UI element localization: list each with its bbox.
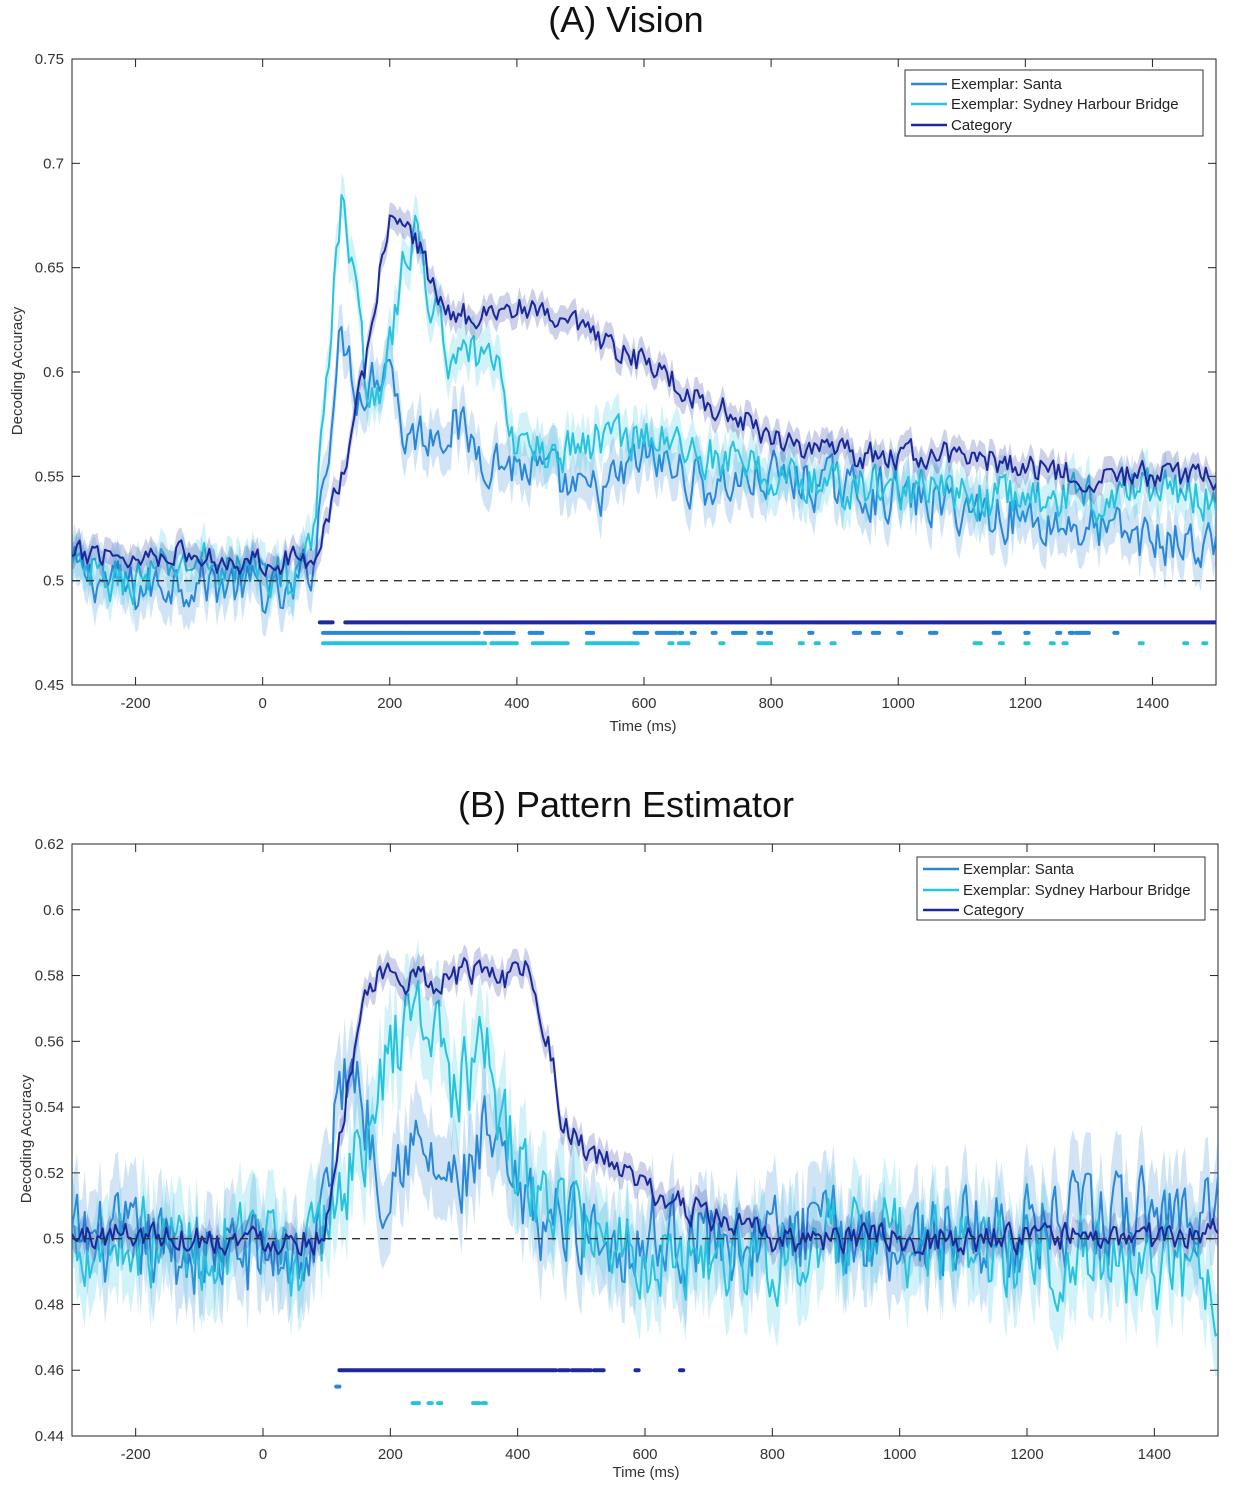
series-line-exemplar-sydney-harbour-bridge <box>72 194 1216 606</box>
series-line-category <box>72 214 1216 577</box>
panel-b: (B) Pattern Estimator Time (ms) Decoding… <box>18 784 1219 1481</box>
panel-a-plot-area: -200 0 200 400 600 800 1000 1200 1400 0.45 0.5 0.55… <box>35 51 1217 712</box>
panel-a-title: (A) Vision <box>548 0 703 40</box>
panel-b-legend-label-bridge: Exemplar: Sydney Harbour Bridge <box>963 882 1191 899</box>
panel-a-legend-label-category: Category <box>951 117 1012 134</box>
x-tick-label: 1000 <box>882 695 915 712</box>
x-tick-label: 400 <box>504 695 529 712</box>
x-tick-label: 1400 <box>1138 1446 1171 1463</box>
panel-a-ylabel: Decoding Accuracy <box>9 306 26 435</box>
error-band-exemplar-santa <box>72 1017 1218 1336</box>
y-tick-label: 0.6 <box>43 902 64 919</box>
panel-a: (A) Vision Time (ms) Decoding Accuracy -… <box>9 0 1217 735</box>
panel-a-legend-box <box>904 69 1204 137</box>
x-tick-label: -200 <box>121 1446 151 1463</box>
y-tick-label: 0.5 <box>43 573 64 590</box>
series-line-category <box>72 957 1218 1257</box>
x-tick-label: 600 <box>631 695 656 712</box>
y-tick-label: 0.55 <box>35 468 64 485</box>
error-band-exemplar-sydney-harbour-bridge <box>72 939 1218 1377</box>
y-tick-label: 0.45 <box>35 677 64 694</box>
panel-a-legend-label-santa: Exemplar: Santa <box>951 76 1063 93</box>
y-tick-label: 0.44 <box>35 1428 64 1445</box>
x-tick-label: 1000 <box>883 1446 916 1463</box>
y-tick-label: 0.5 <box>43 1231 64 1248</box>
y-tick-label: 0.62 <box>35 836 64 853</box>
y-tick-label: 0.6 <box>43 364 64 381</box>
y-tick-label: 0.75 <box>35 51 64 68</box>
x-tick-label: 800 <box>760 1446 785 1463</box>
x-tick-label: 200 <box>377 695 402 712</box>
panel-b-title: (B) Pattern Estimator <box>458 784 794 825</box>
x-tick-label: 1200 <box>1009 695 1042 712</box>
x-tick-label: 1400 <box>1136 695 1169 712</box>
x-tick-label: 600 <box>632 1446 657 1463</box>
axes-frame <box>71 843 1219 1437</box>
panel-b-ylabel: Decoding Accuracy <box>18 1074 35 1203</box>
panel-b-plot-area: -200 0 200 400 600 800 1000 1200 1400 0.44 0.46 0.4… <box>35 836 1219 1463</box>
panel-a-xlabel: Time (ms) <box>610 718 677 735</box>
y-tick-label: 0.58 <box>35 968 64 985</box>
y-tick-label: 0.48 <box>35 1296 64 1313</box>
y-tick-label: 0.54 <box>35 1099 64 1116</box>
panel-a-legend-label-bridge: Exemplar: Sydney Harbour Bridge <box>951 96 1179 113</box>
panel-b-legend-label-category: Category <box>963 902 1024 919</box>
x-tick-label: 1200 <box>1010 1446 1043 1463</box>
panel-b-legend-label-santa: Exemplar: Santa <box>963 861 1075 878</box>
series-line-exemplar-sydney-harbour-bridge <box>72 980 1218 1337</box>
y-tick-label: 0.7 <box>43 155 64 172</box>
error-band-category <box>72 202 1216 589</box>
y-tick-label: 0.65 <box>35 260 64 277</box>
x-tick-label: 400 <box>505 1446 530 1463</box>
panel-b-legend: Exemplar: Santa Exemplar: Sydney Harbour… <box>916 856 1206 921</box>
y-tick-label: 0.56 <box>35 1033 64 1050</box>
y-tick-label: 0.46 <box>35 1362 64 1379</box>
panel-b-xlabel: Time (ms) <box>613 1464 680 1481</box>
y-tick-label: 0.52 <box>35 1165 64 1182</box>
x-tick-label: 200 <box>378 1446 403 1463</box>
x-tick-label: -200 <box>121 695 151 712</box>
x-tick-label: 0 <box>258 695 266 712</box>
panel-b-legend-box <box>916 856 1206 921</box>
x-tick-label: 800 <box>759 695 784 712</box>
panel-a-legend: Exemplar: Santa Exemplar: Sydney Harbour… <box>904 69 1204 137</box>
x-tick-label: 0 <box>259 1446 267 1463</box>
